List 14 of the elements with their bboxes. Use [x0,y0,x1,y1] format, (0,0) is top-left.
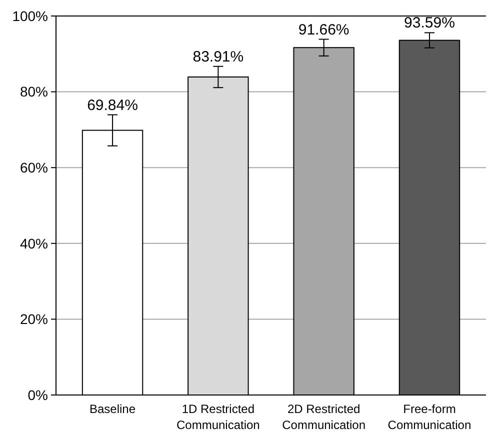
x-tick-label: 1D Restricted Communication [176,402,260,432]
data-label: 83.91% [192,48,244,66]
y-tick-label: 0% [28,386,48,403]
data-label: 69.84% [87,96,138,114]
data-label: 93.59% [404,14,455,32]
y-tick-label: 40% [20,235,48,252]
y-tick-label: 80% [20,84,48,100]
y-tick-label: 100% [12,8,48,24]
y-tick-label: 20% [20,311,48,328]
data-label: 91.66% [298,21,350,38]
x-tick-label: 2D Restricted Communication [282,402,366,432]
x-tick-label: Baseline [90,402,136,416]
x-tick-label: Free-form Communication [388,402,472,432]
y-tick-label: 60% [20,160,48,176]
